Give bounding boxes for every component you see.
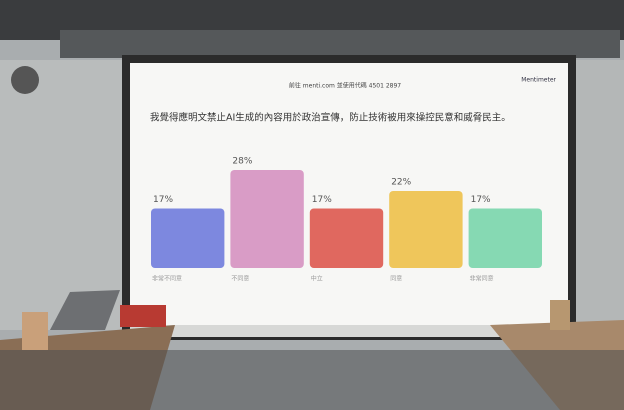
- plot: 17% 非常不同意 28% 不同意 17% 中立 22% 同意 17% 非常同意: [151, 157, 542, 283]
- clock: [11, 66, 39, 94]
- category-label: 非常不同意: [152, 275, 182, 283]
- laptop: [50, 290, 120, 330]
- category-label: 中立: [311, 275, 323, 283]
- category-label: 非常同意: [470, 275, 494, 283]
- slide: [130, 63, 568, 325]
- chart-title: 我覺得應明文禁止AI生成的內容用於政治宣傳，防止技術被用來操控民意和威脅民主。: [150, 112, 511, 124]
- brand: Mentimeter: [521, 77, 556, 84]
- value-label: 22%: [391, 178, 411, 188]
- tissue-box: [120, 305, 166, 327]
- floor-shadow: [0, 350, 624, 410]
- cup: [22, 312, 48, 350]
- bar: [230, 170, 304, 268]
- bar: [151, 208, 225, 268]
- screen-housing: [60, 30, 620, 58]
- value-label: 17%: [471, 195, 491, 205]
- value-label: 17%: [312, 195, 332, 205]
- left-wall: [0, 60, 125, 330]
- cup-right: [550, 300, 570, 330]
- bar: [309, 208, 384, 268]
- value-label: 28%: [232, 157, 252, 167]
- bar: [389, 191, 463, 268]
- category-label: 不同意: [231, 275, 249, 283]
- value-label: 17%: [153, 195, 173, 205]
- screen-bottom: [130, 325, 568, 337]
- right-wall: [575, 60, 624, 330]
- category-label: 同意: [390, 275, 402, 283]
- join-instructions: 前往 menti.com 並使用代碼 4501 2897: [289, 82, 401, 90]
- bar: [468, 208, 542, 268]
